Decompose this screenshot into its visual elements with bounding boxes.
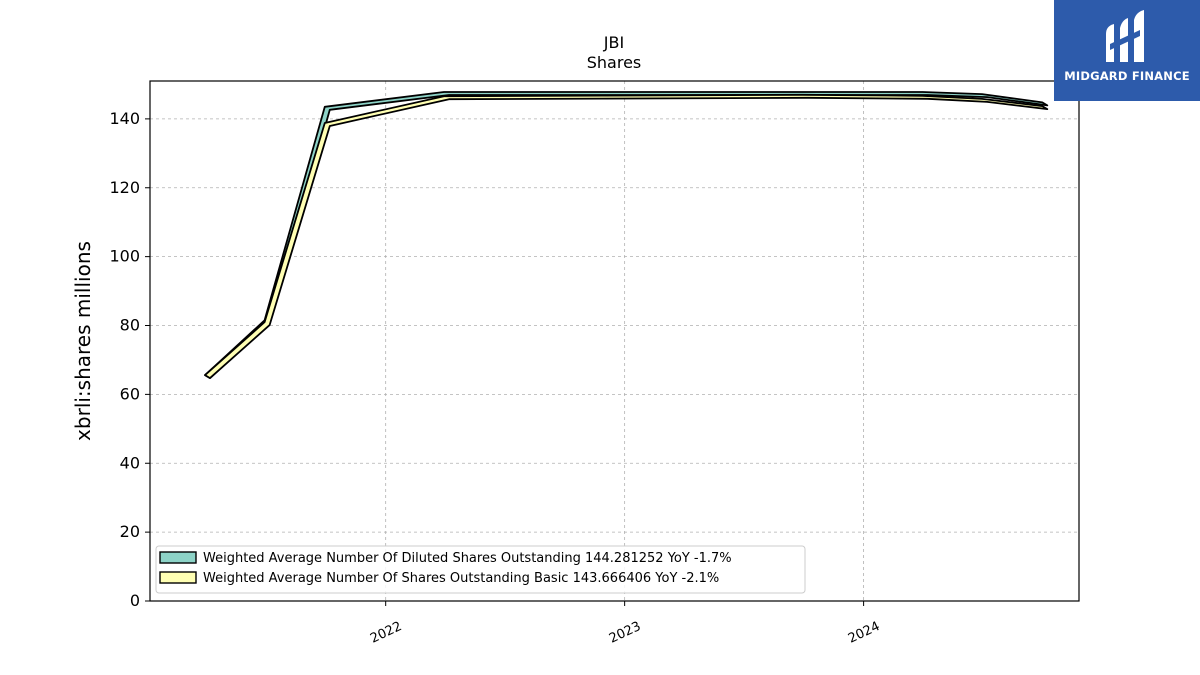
legend-swatch-2	[159, 571, 197, 584]
x-tick-label: 2022	[368, 619, 404, 647]
legend-label-2: Weighted Average Number Of Shares Outsta…	[203, 571, 719, 586]
y-axis-label: xbrli:shares millions	[71, 241, 95, 441]
y-tick-label: 120	[109, 178, 140, 197]
y-tick-label: 60	[120, 384, 140, 403]
x-tick-label: 2023	[607, 619, 643, 647]
x-ticks: 2022 2023 2024	[368, 601, 882, 647]
y-tick-label: 40	[120, 453, 140, 472]
legend-label-1: Weighted Average Number Of Diluted Share…	[203, 551, 732, 566]
legend-swatch-1	[159, 551, 197, 564]
grid	[150, 81, 1079, 601]
y-tick-label: 80	[120, 316, 140, 335]
series-ribbon-2	[204, 93, 1049, 379]
legend: Weighted Average Number Of Diluted Share…	[155, 545, 806, 594]
y-tick-label: 0	[130, 591, 140, 610]
y-tick-label: 20	[120, 522, 140, 541]
y-tick-label: 100	[109, 247, 140, 266]
series-layer	[204, 91, 1049, 379]
plot-frame	[149, 80, 1080, 602]
y-ticks: 0 20 40 60 80 100 120 140	[109, 109, 150, 610]
chart-title: JBI	[603, 33, 624, 52]
logo-text: MIDGARD FINANCE	[1064, 69, 1190, 83]
legend-box	[155, 545, 806, 594]
x-tick-label: 2024	[846, 619, 882, 647]
y-tick-label: 140	[109, 109, 140, 128]
chart-subtitle: Shares	[587, 53, 642, 72]
brand-logo: MIDGARD FINANCE	[1054, 0, 1200, 101]
series-ribbon-1	[204, 91, 1049, 379]
logo-mark-icon	[1106, 10, 1144, 62]
